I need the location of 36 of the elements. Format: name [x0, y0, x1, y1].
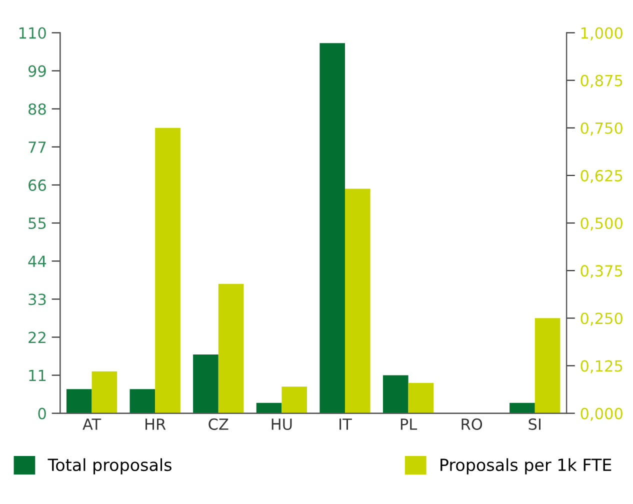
y2-tick-label: 0,000 [580, 408, 622, 421]
bar [282, 386, 308, 414]
legend-label: Proposals per 1k FTE [440, 458, 612, 474]
bar [534, 318, 560, 414]
y-tick-label: 55 [28, 218, 46, 230]
bar [510, 402, 535, 414]
legend-label: Total proposals [48, 458, 172, 474]
x-tick-label: HR [146, 418, 166, 430]
x-tick-label: AT [82, 418, 102, 430]
y-tick-label: 44 [28, 256, 46, 267]
y-tick-label: 77 [28, 142, 46, 153]
y-tick-label: 88 [28, 103, 46, 115]
x-tick-label: RO [462, 418, 482, 430]
y-tick-label: 110 [19, 27, 46, 39]
y-tick-label: 0 [38, 408, 46, 420]
y2-tick-label: 0,375 [580, 265, 622, 278]
bar [218, 284, 244, 414]
y2-tick-label: 0,875 [580, 74, 622, 88]
y2-tick-label: 0,250 [580, 312, 622, 326]
x-tick-label: PL [400, 418, 418, 430]
y2-tick-label: 0,625 [580, 170, 622, 184]
y-tick-label: 99 [28, 65, 46, 77]
x-tick-label: IT [340, 418, 352, 430]
y2-tick-label: 1,000 [581, 27, 622, 40]
bar [130, 389, 156, 414]
y-tick-label: 66 [28, 179, 46, 191]
x-tick-label: SI [528, 418, 540, 430]
x-tick-label: CZ [208, 418, 228, 430]
x-tick-label: HU [272, 418, 292, 430]
y2-tick-label: 0,750 [580, 122, 622, 136]
bar [155, 128, 180, 414]
y-tick-label: 22 [28, 332, 46, 343]
y2-tick-label: 0,125 [580, 360, 622, 374]
y2-tick-label: 0,500 [580, 217, 622, 231]
y-tick-label: 33 [28, 294, 46, 306]
y-tick-label: 11 [29, 370, 46, 382]
